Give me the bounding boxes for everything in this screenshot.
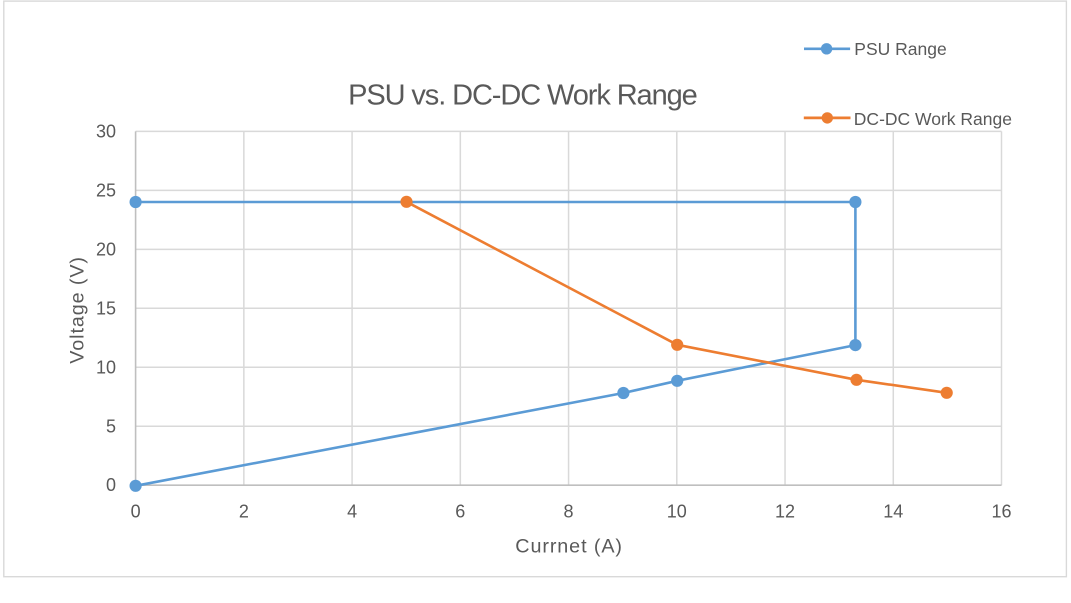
svg-text:DC-DC Work Range: DC-DC Work Range [854,109,1012,129]
svg-text:30: 30 [96,121,116,141]
svg-text:8: 8 [564,502,574,522]
svg-text:Voltage (V): Voltage (V) [67,256,89,364]
svg-text:14: 14 [883,502,903,522]
svg-text:PSU vs. DC-DC Work Range: PSU vs. DC-DC Work Range [348,80,697,112]
svg-text:PSU Range: PSU Range [854,39,946,59]
svg-text:12: 12 [775,502,795,522]
svg-text:Currnet (A): Currnet (A) [515,536,623,558]
svg-text:16: 16 [991,502,1011,522]
svg-text:20: 20 [96,239,116,259]
svg-text:6: 6 [455,502,465,522]
svg-text:10: 10 [96,357,116,377]
svg-text:0: 0 [106,475,116,495]
svg-text:25: 25 [96,180,116,200]
svg-text:15: 15 [96,298,116,318]
svg-text:4: 4 [347,502,357,522]
svg-text:0: 0 [131,502,141,522]
svg-text:2: 2 [239,502,249,522]
svg-text:5: 5 [106,416,116,436]
svg-text:10: 10 [667,502,687,522]
